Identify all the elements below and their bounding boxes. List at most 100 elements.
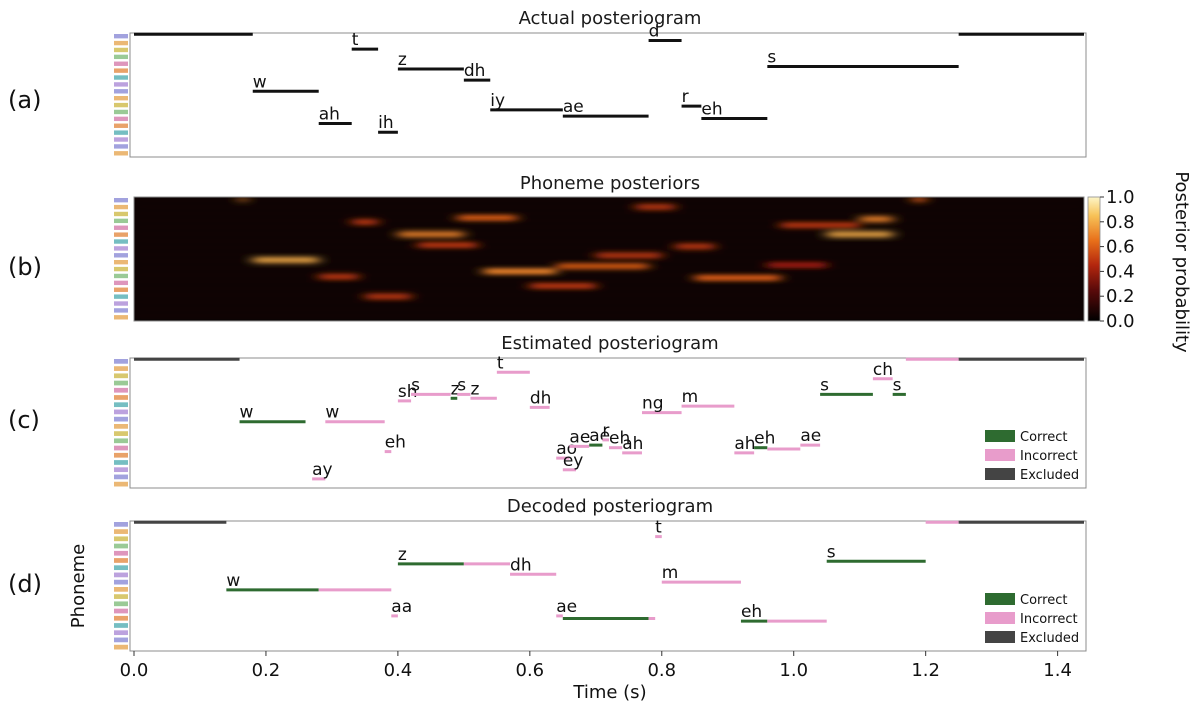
phoneme-tick-label	[114, 151, 128, 156]
segment-label: eh	[701, 100, 722, 120]
segment-label: r	[682, 87, 689, 107]
phoneme-tick-label	[114, 587, 128, 592]
phoneme-tick-label	[114, 75, 128, 80]
segment-label: ae	[563, 97, 584, 117]
phoneme-tick-label	[114, 623, 128, 628]
phoneme-tick-label	[114, 438, 128, 444]
segment-label: dh	[510, 555, 532, 575]
heatmap-cell	[483, 268, 557, 275]
phoneme-tick-label	[114, 452, 128, 458]
phoneme-tick-label	[114, 615, 128, 621]
segment-label: w	[325, 403, 339, 423]
phoneme-tick-label	[114, 445, 128, 451]
segment-label: w	[253, 72, 267, 92]
phoneme-tick-label	[114, 301, 128, 306]
segment-label: eh	[609, 429, 630, 449]
phoneme-tick-label	[114, 109, 128, 115]
phoneme-axis-strip	[114, 198, 128, 320]
segment-label: z	[398, 545, 407, 565]
segment-label: eh	[385, 433, 406, 453]
segment-label: t	[352, 30, 359, 50]
x-tick-label: 1.0	[779, 660, 808, 681]
heatmap-row	[134, 253, 1084, 256]
phoneme-tick-label	[114, 123, 128, 128]
phoneme-tick-label	[114, 239, 128, 244]
phoneme-tick-label	[114, 637, 128, 643]
phoneme-tick-label	[114, 565, 128, 571]
segment-label: z	[470, 379, 479, 399]
heatmap-row	[134, 199, 1084, 201]
panel-b-title: Phoneme posteriors	[520, 173, 700, 194]
heatmap-row	[134, 307, 1084, 310]
legend-label: Excluded	[1020, 631, 1079, 646]
heatmap-row	[134, 273, 1084, 276]
phoneme-axis-strip	[114, 359, 128, 487]
panel-b-label: (b)	[8, 253, 42, 281]
phoneme-tick-label	[114, 40, 128, 46]
phoneme-tick-label	[114, 402, 128, 408]
legend-swatch	[985, 449, 1015, 461]
phoneme-tick-label	[114, 218, 128, 224]
phoneme-tick-label	[114, 287, 128, 292]
colorbar	[1087, 196, 1101, 322]
segment-label: t	[655, 518, 662, 538]
legend-swatch	[985, 468, 1015, 480]
colorbar-tick-label: 0.8	[1106, 212, 1135, 233]
heatmap-row	[134, 246, 1084, 249]
phoneme-tick-label	[114, 266, 128, 272]
phoneme-tick-label	[114, 96, 128, 101]
panel-a-label: (a)	[8, 86, 41, 114]
colorbar-tick-label: 0.2	[1106, 286, 1135, 307]
heatmap-row	[134, 301, 1084, 303]
colorbar-tick-label: 0.4	[1106, 261, 1135, 282]
heatmap-row	[134, 294, 1084, 297]
heatmap-row	[134, 287, 1084, 290]
phoneme-tick-label	[114, 315, 128, 320]
segment-label: ae	[569, 427, 590, 447]
heatmap-row	[134, 314, 1084, 317]
segment-label: ae	[800, 426, 821, 446]
segment-label: ih	[378, 113, 394, 133]
x-tick-label: 1.4	[1043, 660, 1072, 681]
phoneme-tick-label	[114, 232, 128, 237]
segment-label: s	[820, 375, 829, 395]
phoneme-tick-label	[114, 366, 128, 371]
panel-d-frame	[129, 520, 1087, 652]
colorbar-label: Posterior probability	[1171, 171, 1192, 353]
segment-label: s	[411, 375, 420, 395]
phoneme-tick-label	[114, 529, 128, 534]
phoneme-tick-label	[114, 198, 128, 203]
segment-label: z	[398, 50, 407, 70]
phoneme-tick-label	[114, 630, 128, 636]
heatmap-row	[134, 233, 1084, 235]
phoneme-tick-label	[114, 47, 128, 53]
heatmap-row	[134, 280, 1084, 283]
phoneme-tick-label	[114, 460, 128, 465]
phoneme-tick-label	[114, 144, 128, 149]
segment-label: sh	[398, 382, 418, 402]
panel-d-label: (d)	[8, 570, 42, 598]
segment-label: dh	[464, 61, 486, 81]
heatmap-row	[134, 219, 1084, 222]
legend-swatch	[985, 593, 1015, 605]
segment-label: m	[682, 387, 699, 407]
heatmap-cell	[859, 216, 893, 223]
segment-label: w	[226, 571, 240, 591]
phoneme-tick-label	[114, 409, 128, 415]
panel-b-frame	[133, 196, 1085, 322]
panel-c-label: (c)	[8, 406, 40, 434]
phoneme-tick-label	[114, 116, 128, 122]
segment-label: ah	[622, 434, 643, 454]
panel-d: Decoded posteriogram (d) w aa z dh ae t m eh s C…	[8, 496, 1087, 652]
phoneme-tick-label	[114, 644, 128, 650]
phoneme-tick-label	[114, 431, 128, 436]
legend-label: Incorrect	[1020, 612, 1078, 627]
phoneme-tick-label	[114, 481, 128, 487]
segment-label: dh	[530, 388, 552, 408]
phoneme-tick-label	[114, 204, 128, 210]
colorbar-tick-label: 0.0	[1106, 311, 1135, 332]
